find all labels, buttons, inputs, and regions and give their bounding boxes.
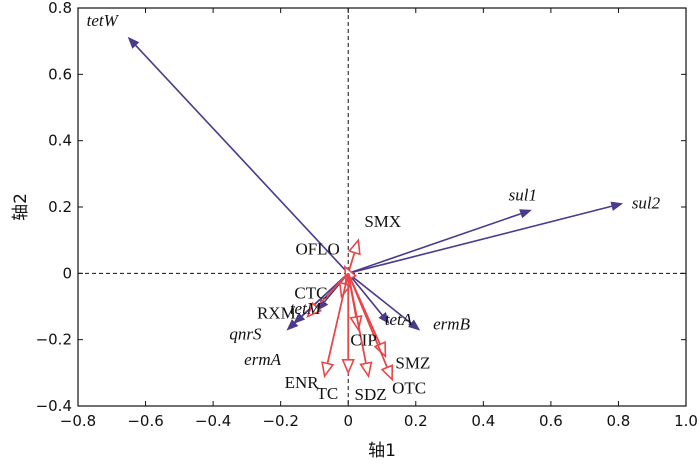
arrow-shaft: [347, 273, 367, 364]
arrow-head: [347, 238, 361, 256]
arrow-label-sdz: SDZ: [354, 385, 386, 404]
arrow-label-ermb: ermB: [433, 315, 470, 334]
arrow-label-otc: OTC: [392, 378, 426, 397]
arrow-rxm: [306, 272, 349, 318]
arrow-smx: [347, 238, 361, 274]
arrow-label-smx: SMX: [364, 212, 401, 231]
arrow-tetw: [127, 36, 349, 274]
arrow-label-enr: ENR: [285, 373, 320, 392]
arrow-label-erma: ermA: [244, 350, 281, 369]
arrow-label-teta: tetA: [385, 310, 413, 329]
arrow-head: [127, 36, 140, 49]
arrow-shaft: [347, 272, 384, 316]
x-tick-label: −0.4: [195, 412, 231, 430]
arrow-shaft: [347, 272, 388, 368]
arrow-head: [321, 361, 335, 379]
arrow-shaft: [315, 272, 349, 308]
arrow-head: [380, 364, 394, 382]
arrow-shaft: [134, 44, 349, 274]
arrow-head: [293, 312, 306, 324]
arrow-ermb: [347, 272, 421, 331]
arrow-head: [378, 311, 390, 325]
arrow-head: [359, 361, 373, 379]
y-tick-label: 0.8: [48, 0, 72, 17]
arrow-shaft: [347, 272, 412, 325]
x-tick-label: 0.6: [539, 412, 563, 430]
arrow-teta: [347, 272, 390, 325]
arrow-head: [341, 359, 355, 375]
arrow-sdz: [347, 273, 373, 379]
arrow-label-tc: TC: [316, 384, 338, 403]
x-tick-label: 0: [343, 412, 353, 430]
y-axis-label: 轴2: [11, 193, 31, 221]
arrow-enr: [321, 273, 350, 379]
x-tick-label: −0.6: [127, 412, 163, 430]
arrow-head: [306, 301, 323, 318]
x-tick-label: −0.2: [262, 412, 298, 430]
arrow-label-oflo: OFLO: [295, 240, 339, 259]
arrow-label-rxm: RXM: [257, 303, 296, 322]
x-tick-label: −0.8: [60, 412, 96, 430]
plot-axes: −0.8 −0.6 −0.4 −0.2 0 0.2 0.4 0.6 0.8 1.0 −0.4 −0.2…: [36, 0, 698, 430]
arrow-head: [519, 209, 532, 219]
arrow-shaft: [326, 273, 350, 364]
arrow-shaft: [348, 205, 613, 275]
arrow-sul2: [348, 201, 624, 275]
y-tick-label: −0.2: [36, 331, 72, 349]
label-layer: tetW sul1 sul2 ermB tetA tetM qnrS ermA SMX OFLO C…: [87, 11, 661, 404]
y-tick-label: 0.6: [48, 65, 72, 83]
x-tick-label: 0.8: [607, 412, 631, 430]
arrow-sul1: [347, 209, 532, 275]
x-tick-label: 1.0: [674, 412, 698, 430]
arrow-layer: [127, 36, 624, 382]
x-axis-label: 轴1: [368, 441, 396, 461]
arrow-head: [610, 201, 624, 211]
arrow-label-ctc: CTC: [294, 284, 327, 303]
y-tick-label: 0: [62, 264, 72, 282]
arrow-shaft: [347, 212, 522, 275]
arrow-label-tetm: tetM: [290, 299, 322, 318]
arrow-label-tetw: tetW: [87, 11, 120, 30]
y-tick-label: 0.4: [48, 132, 72, 150]
arrow-otc: [347, 272, 394, 382]
arrow-label-qnrs: qnrS: [229, 325, 262, 344]
x-tick-label: 0.4: [471, 412, 495, 430]
y-tick-label: 0.2: [48, 198, 72, 216]
arrow-label-sul1: sul1: [509, 185, 537, 204]
arrow-label-smz: SMZ: [395, 353, 430, 372]
arrow-label-cip: CIP: [350, 331, 376, 350]
y-tick-label: −0.4: [36, 397, 72, 415]
arrow-label-sul2: sul2: [632, 194, 661, 213]
x-tick-label: 0.2: [404, 412, 428, 430]
arrow-head: [407, 319, 421, 331]
arrow-tc: [341, 273, 355, 375]
